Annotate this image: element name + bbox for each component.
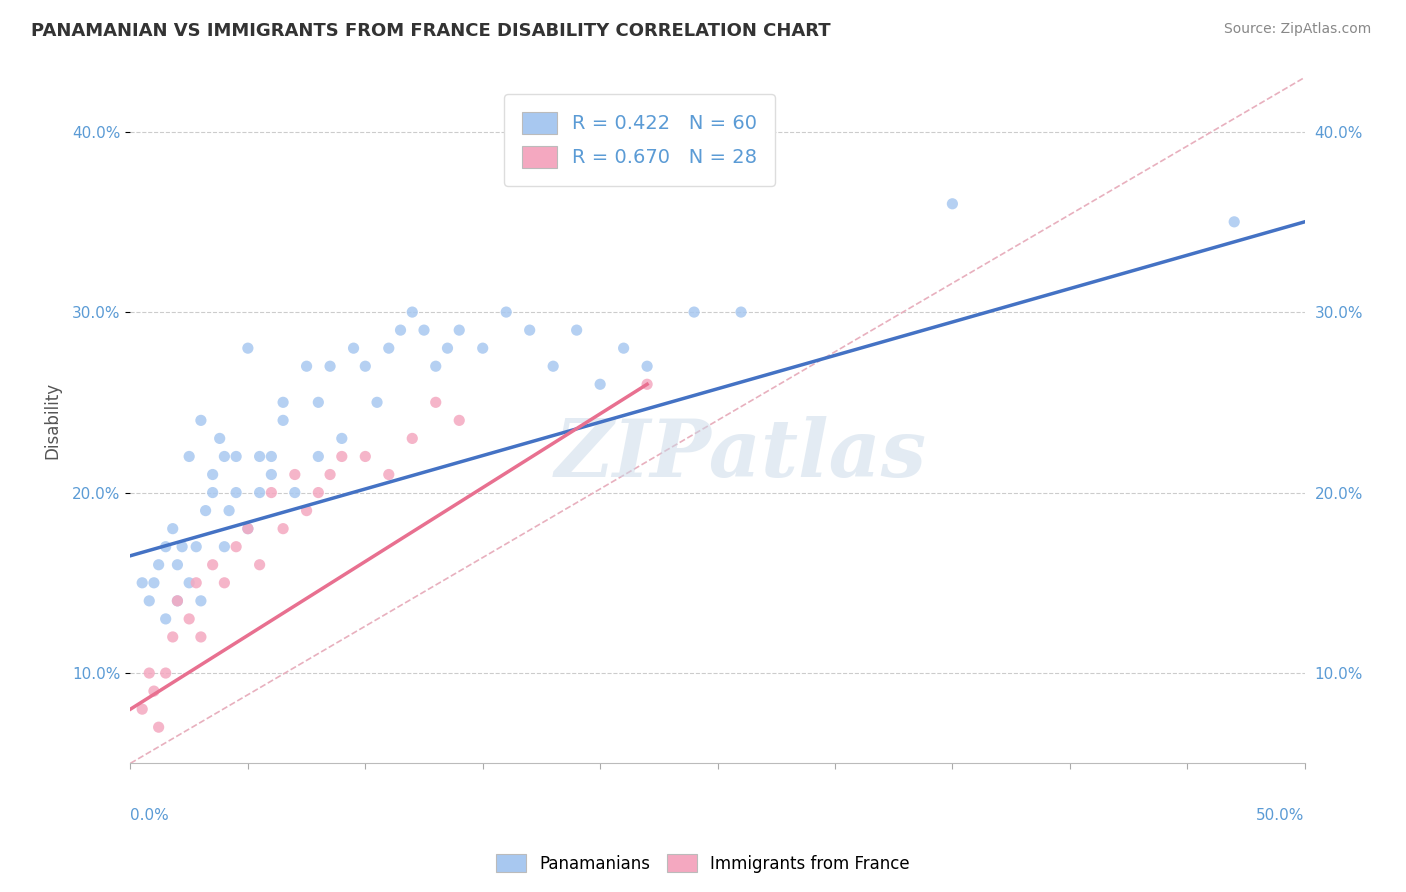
Point [208, 431, 231, 445]
Point [941, 196, 963, 211]
Point [495, 305, 517, 319]
Point [138, 666, 160, 681]
Point [214, 575, 236, 590]
Point [201, 485, 224, 500]
Point [284, 467, 307, 482]
Text: ZIPatlas: ZIPatlas [555, 416, 927, 493]
Point [271, 413, 294, 427]
Point [319, 359, 342, 374]
Y-axis label: Disability: Disability [44, 382, 60, 458]
Point [307, 395, 329, 409]
Point [366, 395, 388, 409]
Point [260, 485, 283, 500]
Point [142, 575, 165, 590]
Point [354, 450, 377, 464]
Point [179, 450, 201, 464]
Point [425, 395, 447, 409]
Point [519, 323, 541, 337]
Point [166, 594, 188, 608]
Point [214, 450, 236, 464]
Point [295, 359, 318, 374]
Point [425, 359, 447, 374]
Point [389, 323, 412, 337]
Point [190, 413, 212, 427]
Legend: Panamanians, Immigrants from France: Panamanians, Immigrants from France [489, 847, 917, 880]
Point [342, 341, 364, 355]
Point [201, 558, 224, 572]
Point [730, 305, 752, 319]
Point [155, 612, 177, 626]
Point [354, 359, 377, 374]
Point [401, 305, 423, 319]
Point [236, 522, 259, 536]
Text: PANAMANIAN VS IMMIGRANTS FROM FRANCE DISABILITY CORRELATION CHART: PANAMANIAN VS IMMIGRANTS FROM FRANCE DIS… [31, 22, 831, 40]
Point [378, 467, 401, 482]
Point [330, 431, 353, 445]
Point [613, 341, 636, 355]
Point [131, 702, 153, 716]
Point [179, 612, 201, 626]
Point [307, 450, 329, 464]
Text: 50.0%: 50.0% [1257, 808, 1305, 823]
Point [172, 540, 194, 554]
Point [166, 558, 188, 572]
Point [236, 522, 259, 536]
Point [271, 522, 294, 536]
Point [319, 467, 342, 482]
Point [284, 485, 307, 500]
Text: Source: ZipAtlas.com: Source: ZipAtlas.com [1223, 22, 1371, 37]
Point [225, 540, 247, 554]
Point [636, 359, 658, 374]
Legend: R = 0.422   N = 60, R = 0.670   N = 28: R = 0.422 N = 60, R = 0.670 N = 28 [505, 94, 775, 186]
Point [330, 450, 353, 464]
Point [179, 575, 201, 590]
Point [148, 720, 170, 734]
Point [236, 341, 259, 355]
Point [249, 450, 271, 464]
Point [186, 575, 208, 590]
Point [683, 305, 706, 319]
Point [214, 540, 236, 554]
Point [260, 467, 283, 482]
Point [565, 323, 588, 337]
Point [201, 467, 224, 482]
Point [225, 485, 247, 500]
Point [194, 503, 217, 517]
Point [186, 540, 208, 554]
Point [190, 594, 212, 608]
Point [225, 450, 247, 464]
Point [218, 503, 240, 517]
Point [471, 341, 494, 355]
Point [162, 522, 184, 536]
Point [190, 630, 212, 644]
Point [260, 450, 283, 464]
Point [1223, 215, 1246, 229]
Point [295, 503, 318, 517]
Text: 0.0%: 0.0% [131, 808, 169, 823]
Point [155, 540, 177, 554]
Point [401, 431, 423, 445]
Point [166, 594, 188, 608]
Point [271, 395, 294, 409]
Point [436, 341, 458, 355]
Point [249, 558, 271, 572]
Point [541, 359, 564, 374]
Point [138, 594, 160, 608]
Point [249, 485, 271, 500]
Point [131, 575, 153, 590]
Point [589, 377, 612, 392]
Point [162, 630, 184, 644]
Point [307, 485, 329, 500]
Point [449, 323, 471, 337]
Point [148, 558, 170, 572]
Point [413, 323, 436, 337]
Point [378, 341, 401, 355]
Point [636, 377, 658, 392]
Point [449, 413, 471, 427]
Point [142, 684, 165, 698]
Point [155, 666, 177, 681]
